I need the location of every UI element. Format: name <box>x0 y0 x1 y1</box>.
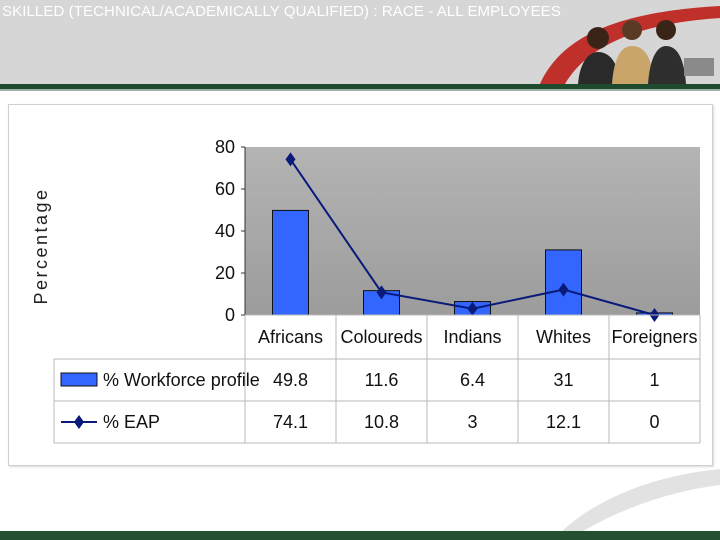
x-tick-label: Whites <box>536 327 591 347</box>
table-cell-value: 74.1 <box>273 412 308 432</box>
data-table: Africans Coloureds Indians Whites Foreigners… <box>53 314 701 444</box>
x-tick-label: Africans <box>258 327 323 347</box>
chart-panel: 0 20 40 60 80 Percentage Africans Coloureds In… <box>8 104 713 466</box>
table-cell-value: 49.8 <box>273 370 308 390</box>
table-cell-value: 6.4 <box>460 370 485 390</box>
eap-marker-whites <box>558 282 569 297</box>
table-cell-value: 12.1 <box>546 412 581 432</box>
legend-key-workforce <box>60 372 98 387</box>
watermark-graphic <box>560 469 720 533</box>
x-tick-label: Indians <box>443 327 501 347</box>
line-series <box>285 152 660 322</box>
bar-whites <box>545 249 582 316</box>
legend-label-eap: % EAP <box>103 412 160 432</box>
x-tick-label: Foreigners <box>611 327 697 347</box>
bar-series <box>272 209 673 316</box>
header-banner: SKILLED (TECHNICAL/ACADEMICALLY QUALIFIE… <box>0 0 720 84</box>
slide-title: SKILLED (TECHNICAL/ACADEMICALLY QUALIFIE… <box>2 3 561 20</box>
y-tick-label: 20 <box>215 263 235 283</box>
header-divider-light <box>0 89 720 91</box>
x-tick-label: Coloureds <box>340 327 422 347</box>
header-divider <box>0 84 720 89</box>
table-cell-value: 0 <box>649 412 659 432</box>
y-tick-label: 40 <box>215 221 235 241</box>
table-cell-value: 31 <box>553 370 573 390</box>
table-cell-value: 1 <box>649 370 659 390</box>
bar-africans <box>272 209 309 316</box>
plot-area <box>245 147 700 315</box>
legend-label-workforce: % Workforce profile <box>103 370 260 390</box>
legend-key-eap-marker <box>74 415 84 429</box>
table-cell-value: 10.8 <box>364 412 399 432</box>
eap-marker-africans <box>285 152 296 167</box>
y-tick-label: 80 <box>215 137 235 157</box>
table-cell-value: 11.6 <box>365 370 399 390</box>
eap-marker-coloureds <box>376 285 387 300</box>
footer-band <box>0 531 720 540</box>
y-tick-label: 60 <box>215 179 235 199</box>
table-cell-value: 3 <box>467 412 477 432</box>
y-tick-label: 0 <box>225 305 235 325</box>
chart: 0 20 40 60 80 Percentage Africans Coloureds In… <box>31 137 701 444</box>
header-photo-illustration <box>540 6 720 84</box>
y-axis-label: Percentage <box>31 187 51 304</box>
eap-marker-indians <box>467 301 478 316</box>
y-axis: 0 20 40 60 80 <box>215 137 246 325</box>
